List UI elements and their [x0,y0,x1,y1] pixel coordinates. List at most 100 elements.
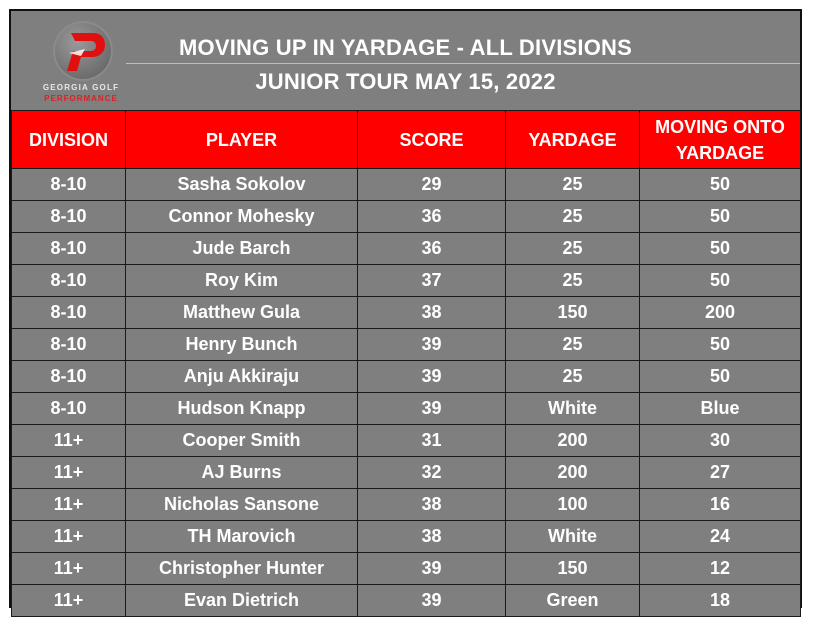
moving-onto-yardage-cell: 50 [639,264,801,297]
player-cell: Roy Kim [125,264,358,297]
moving-onto-yardage-cell: 50 [639,232,801,265]
yardage-cell: 25 [505,328,640,361]
moving-onto-yardage-cell: 18 [639,584,801,617]
score-cell: 29 [357,168,506,201]
division-cell: 11+ [11,552,126,585]
score-cell: 36 [357,200,506,233]
division-cell: 11+ [11,456,126,489]
division-cell: 8-10 [11,296,126,329]
player-cell: Hudson Knapp [125,392,358,425]
column-header-player: PLAYER [125,110,358,169]
player-cell: Connor Mohesky [125,200,358,233]
moving-onto-yardage-cell: Blue [639,392,801,425]
table-row: 8-10 Henry Bunch 39 25 50 [11,328,801,361]
division-cell: 11+ [11,584,126,617]
title-divider [126,63,800,64]
player-cell: TH Marovich [125,520,358,553]
score-cell: 39 [357,392,506,425]
results-sheet: GEORGIA GOLF PERFORMANCE MOVING UP IN YA… [9,9,802,617]
table-row: 11+ Cooper Smith 31 200 30 [11,424,801,457]
score-cell: 31 [357,424,506,457]
player-cell: Christopher Hunter [125,552,358,585]
yardage-cell: 150 [505,296,640,329]
yardage-cell: 25 [505,232,640,265]
yardage-cell: 25 [505,360,640,393]
player-cell: Cooper Smith [125,424,358,457]
stylized-p-logo-icon [67,33,105,71]
table-row: 11+ Evan Dietrich 39 Green 18 [11,584,801,617]
division-cell: 8-10 [11,264,126,297]
table-body: 8-10 Sasha Sokolov 29 25 50 8-10 Connor Mohesk… [11,168,801,617]
yardage-cell: White [505,520,640,553]
table-row: 8-10 Hudson Knapp 39 White Blue [11,392,801,425]
column-header-division: DIVISION [11,110,126,169]
table-row: 8-10 Anju Akkiraju 39 25 50 [11,360,801,393]
player-cell: Henry Bunch [125,328,358,361]
score-cell: 39 [357,360,506,393]
table-header-row: DIVISION PLAYER SCORE YARDAGE MOVING ONT… [11,110,801,169]
yardage-cell: 25 [505,168,640,201]
table-row: 8-10 Roy Kim 37 25 50 [11,264,801,297]
player-cell: Nicholas Sansone [125,488,358,521]
logo-text-line1: GEORGIA GOLF [42,83,120,92]
division-cell: 11+ [11,520,126,553]
moving-onto-yardage-cell: 30 [639,424,801,457]
division-cell: 8-10 [11,360,126,393]
division-cell: 8-10 [11,328,126,361]
score-cell: 39 [357,328,506,361]
yardage-cell: White [505,392,640,425]
moving-onto-yardage-cell: 24 [639,520,801,553]
yardage-table: DIVISION PLAYER SCORE YARDAGE MOVING ONT… [11,110,801,617]
table-row: 11+ Nicholas Sansone 38 100 16 [11,488,801,521]
player-cell: Evan Dietrich [125,584,358,617]
title-banner: GEORGIA GOLF PERFORMANCE MOVING UP IN YA… [11,11,800,110]
moving-onto-yardage-cell: 50 [639,328,801,361]
column-header-score: SCORE [357,110,506,169]
moving-onto-yardage-cell: 50 [639,360,801,393]
moving-onto-yardage-cell: 12 [639,552,801,585]
player-cell: Jude Barch [125,232,358,265]
moving-onto-yardage-cell: 50 [639,168,801,201]
yardage-cell: 100 [505,488,640,521]
score-cell: 38 [357,296,506,329]
column-header-yardage: YARDAGE [505,110,640,169]
score-cell: 32 [357,456,506,489]
yardage-cell: Green [505,584,640,617]
score-cell: 38 [357,488,506,521]
division-cell: 8-10 [11,232,126,265]
player-cell: AJ Burns [125,456,358,489]
player-cell: Matthew Gula [125,296,358,329]
table-row: 11+ TH Marovich 38 White 24 [11,520,801,553]
division-cell: 8-10 [11,392,126,425]
player-cell: Sasha Sokolov [125,168,358,201]
page-subtitle: JUNIOR TOUR MAY 15, 2022 [255,69,556,94]
yardage-cell: 200 [505,424,640,457]
moving-onto-yardage-cell: 27 [639,456,801,489]
georgia-golf-performance-logo: GEORGIA GOLF PERFORMANCE [25,19,135,104]
moving-onto-yardage-cell: 16 [639,488,801,521]
table-row: 11+ AJ Burns 32 200 27 [11,456,801,489]
score-cell: 37 [357,264,506,297]
score-cell: 38 [357,520,506,553]
yardage-cell: 25 [505,200,640,233]
division-cell: 8-10 [11,168,126,201]
division-cell: 11+ [11,488,126,521]
table-row: 8-10 Jude Barch 36 25 50 [11,232,801,265]
yardage-cell: 200 [505,456,640,489]
score-cell: 39 [357,552,506,585]
logo-text-line2: PERFORMANCE [44,94,118,103]
table-row: 11+ Christopher Hunter 39 150 12 [11,552,801,585]
page-title: MOVING UP IN YARDAGE - ALL DIVISIONS [179,35,632,60]
table-row: 8-10 Connor Mohesky 36 25 50 [11,200,801,233]
division-cell: 11+ [11,424,126,457]
yardage-cell: 25 [505,264,640,297]
column-header-moving-onto-yardage: MOVING ONTO YARDAGE [639,110,801,169]
moving-onto-yardage-cell: 50 [639,200,801,233]
table-row: 8-10 Matthew Gula 38 150 200 [11,296,801,329]
division-cell: 8-10 [11,200,126,233]
score-cell: 36 [357,232,506,265]
yardage-cell: 150 [505,552,640,585]
table-row: 8-10 Sasha Sokolov 29 25 50 [11,168,801,201]
score-cell: 39 [357,584,506,617]
player-cell: Anju Akkiraju [125,360,358,393]
